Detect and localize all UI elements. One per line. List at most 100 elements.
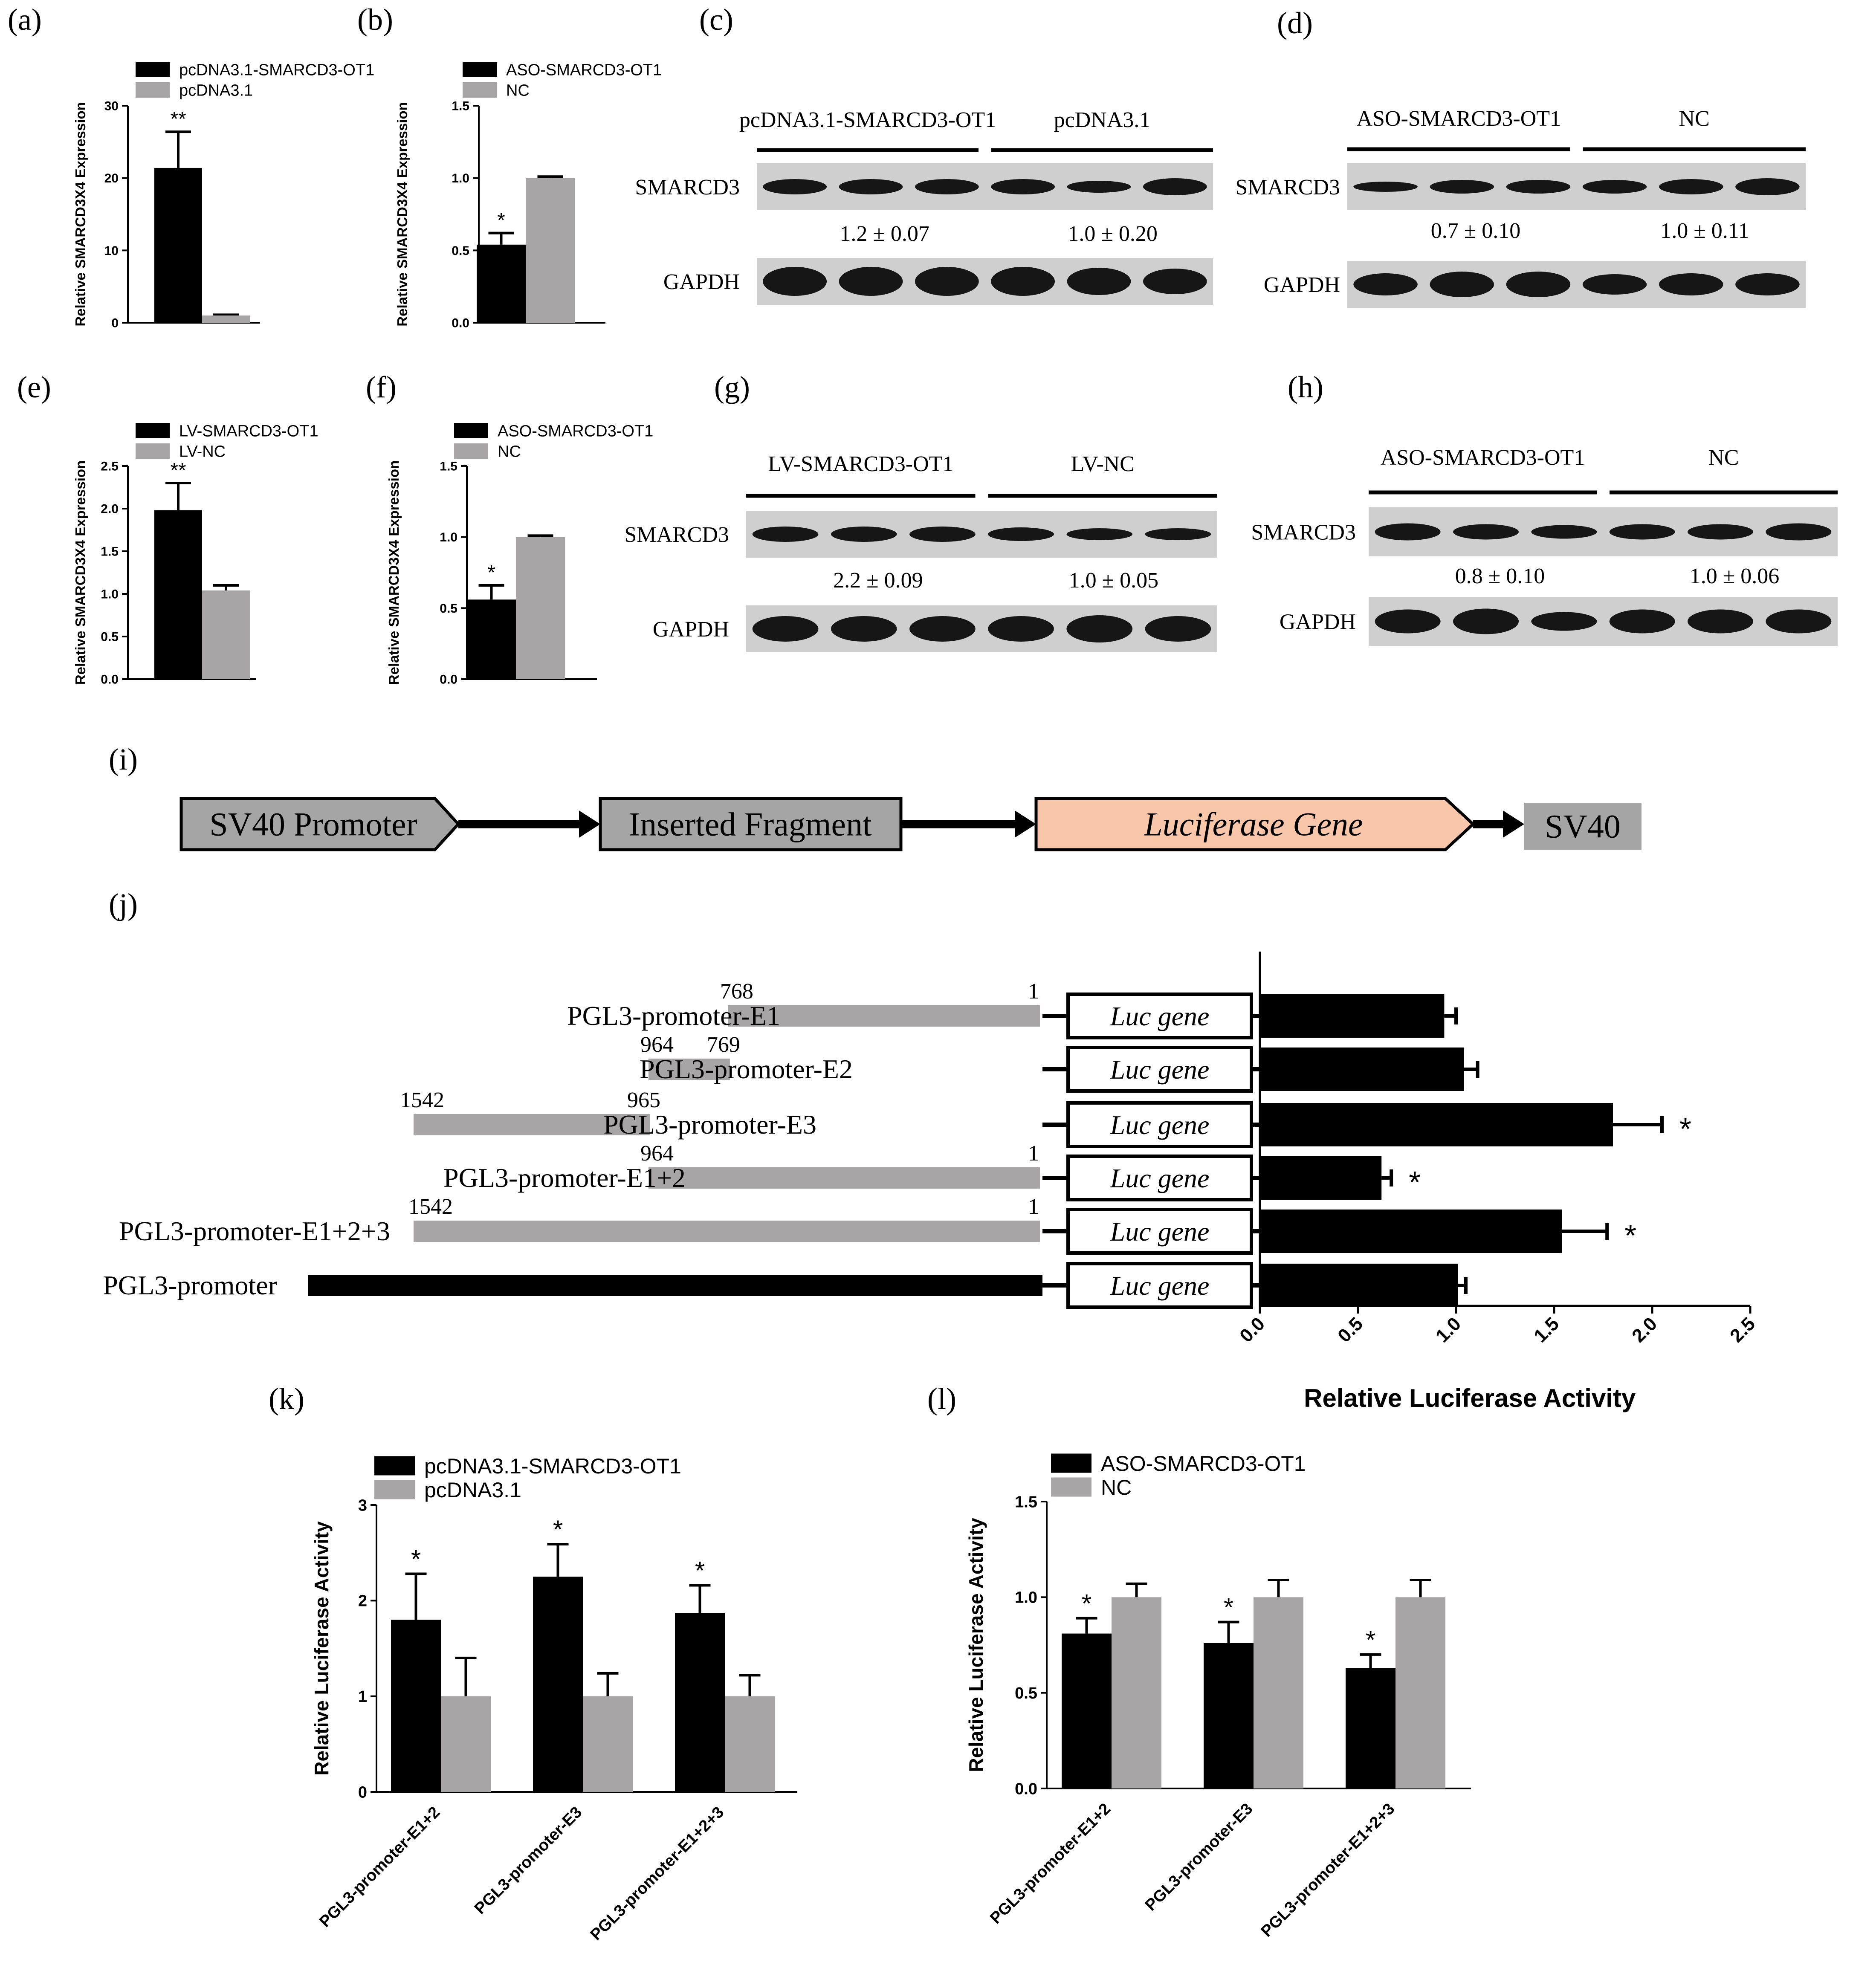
bar [533,1577,583,1792]
blot-quantification: 1.0 ± 0.11 [1660,219,1749,243]
construct-label: PGL3-promoter-E1+2+3 [119,1216,390,1246]
blot-band [1375,609,1441,634]
j-significance-mark: * [1409,1166,1421,1200]
panel-letter-i: (i) [109,742,138,776]
panel-letter-e: (e) [17,370,51,404]
blot-band [1609,524,1675,540]
blot-band [1735,178,1800,195]
blot-strip [746,511,1217,558]
construct-label: PGL3-promoter-E3 [603,1109,816,1140]
panel-letter-h: (h) [1288,370,1323,404]
bar [202,590,250,679]
j-significance-mark: * [1679,1112,1691,1146]
fragment-bar [414,1221,1040,1242]
blot-band [1353,182,1418,192]
fragment-end-label: 1 [1028,1195,1039,1219]
fragment-bar [308,1275,1042,1296]
y-axis-label: Relative SMARCD3X4 Expression [394,102,410,326]
j-bar [1260,1103,1613,1146]
blot-quantification: 0.7 ± 0.10 [1431,219,1521,243]
blot-band [839,179,903,194]
y-tick-label: 2 [358,1592,367,1610]
y-tick-label: 3 [358,1496,367,1514]
panel-letter-d: (d) [1277,6,1313,40]
blot-band [763,179,827,194]
j-x-tick-label: 1.0 [1432,1313,1465,1346]
blot-quantification: 2.2 ± 0.09 [833,568,923,593]
construct-label: PGL3-promoter-E2 [640,1054,853,1084]
fragment-start-label: 768 [720,979,753,1004]
bar [1346,1668,1395,1788]
blot-band [1659,179,1723,194]
blot-band [752,527,819,542]
category-label: PGL3-promoter-E1+2 [987,1800,1114,1927]
fragment-bar [414,1114,651,1135]
y-tick-label: 1.5 [101,545,119,559]
construct-label: PGL3-promoter-E1+2 [443,1163,686,1193]
bar [516,537,565,679]
blot-quantification: 1.0 ± 0.20 [1068,222,1158,246]
significance-mark: ** [170,108,186,130]
arrow-head [1015,810,1036,838]
blot-band [1067,181,1131,193]
legend-label: pcDNA3.1-SMARCD3-OT1 [179,61,374,79]
j-bar [1260,1264,1458,1307]
blot-band [1143,269,1207,294]
blot-band [1066,528,1133,540]
chart-b: ASO-SMARCD3-OT1 NC 0.0 0.5 1.0 1.5 Relative SM… [394,61,662,330]
y-tick-label: 1.5 [440,460,457,474]
construct-label: PGL3-promoter-E1 [567,1001,780,1031]
j-bar [1260,1048,1464,1091]
blot-quantification: 0.8 ± 0.10 [1455,564,1545,588]
blot-band [1659,273,1723,295]
j-x-tick-label: 1.5 [1530,1313,1563,1346]
blot-strip [757,163,1213,210]
blot-band [988,616,1054,642]
blot-band [1067,268,1131,295]
blot-band [1143,178,1207,195]
fragment-end-label: 1 [1028,979,1039,1004]
blot-band [1531,525,1597,539]
blot-quantification: 1.0 ± 0.05 [1069,568,1159,593]
blot-band [915,179,979,194]
y-tick-label: 0 [111,316,119,330]
legend-label: ASO-SMARCD3-OT1 [1101,1452,1306,1476]
y-axis-label: Relative SMARCD3X4 Expression [72,460,88,685]
blot-band [1430,272,1494,297]
blot-band [831,527,897,542]
legend-swatch [136,443,170,459]
legend-swatch [1051,1477,1091,1497]
panel-labels: (a) (b) (c) (d) (e) (f) (g) (h) (i) (j) … [8,3,1323,1416]
significance-mark: * [1366,1626,1375,1654]
y-tick-label: 20 [104,171,119,185]
y-tick-label: 0.0 [440,673,457,687]
y-tick-label: 0.0 [1015,1780,1037,1798]
blot-band [1688,609,1753,634]
luciferase-gene-box [1034,797,1476,851]
fragment-end-label: 769 [707,1033,740,1057]
significance-mark: * [487,561,495,584]
blot-band [1506,180,1571,194]
sv40-box [1524,803,1642,850]
legend-label: NC [506,82,530,100]
legend-swatch [463,82,497,98]
legend-swatch [1051,1453,1091,1473]
fragment-start-label: 964 [640,1033,674,1057]
blot-band [1766,523,1832,541]
significance-mark: * [553,1515,563,1544]
blot-strip [1347,163,1806,210]
significance-mark: ** [170,459,186,482]
blot-band [752,616,819,642]
panel-letter-l: (l) [927,1382,956,1416]
blot-d: ASO-SMARCD3-OT1 NC SMARCD3 GAPDH 0.7 ± 0.10 1… [1235,107,1806,308]
blot-band [991,267,1055,296]
bar [154,510,202,679]
luc-gene-label: Luc gene [1110,1110,1210,1140]
legend-label: NC [498,443,521,461]
bar [725,1696,775,1792]
blot-band [909,616,976,642]
panel-letter-j: (j) [109,887,138,921]
blot-band [988,527,1054,541]
